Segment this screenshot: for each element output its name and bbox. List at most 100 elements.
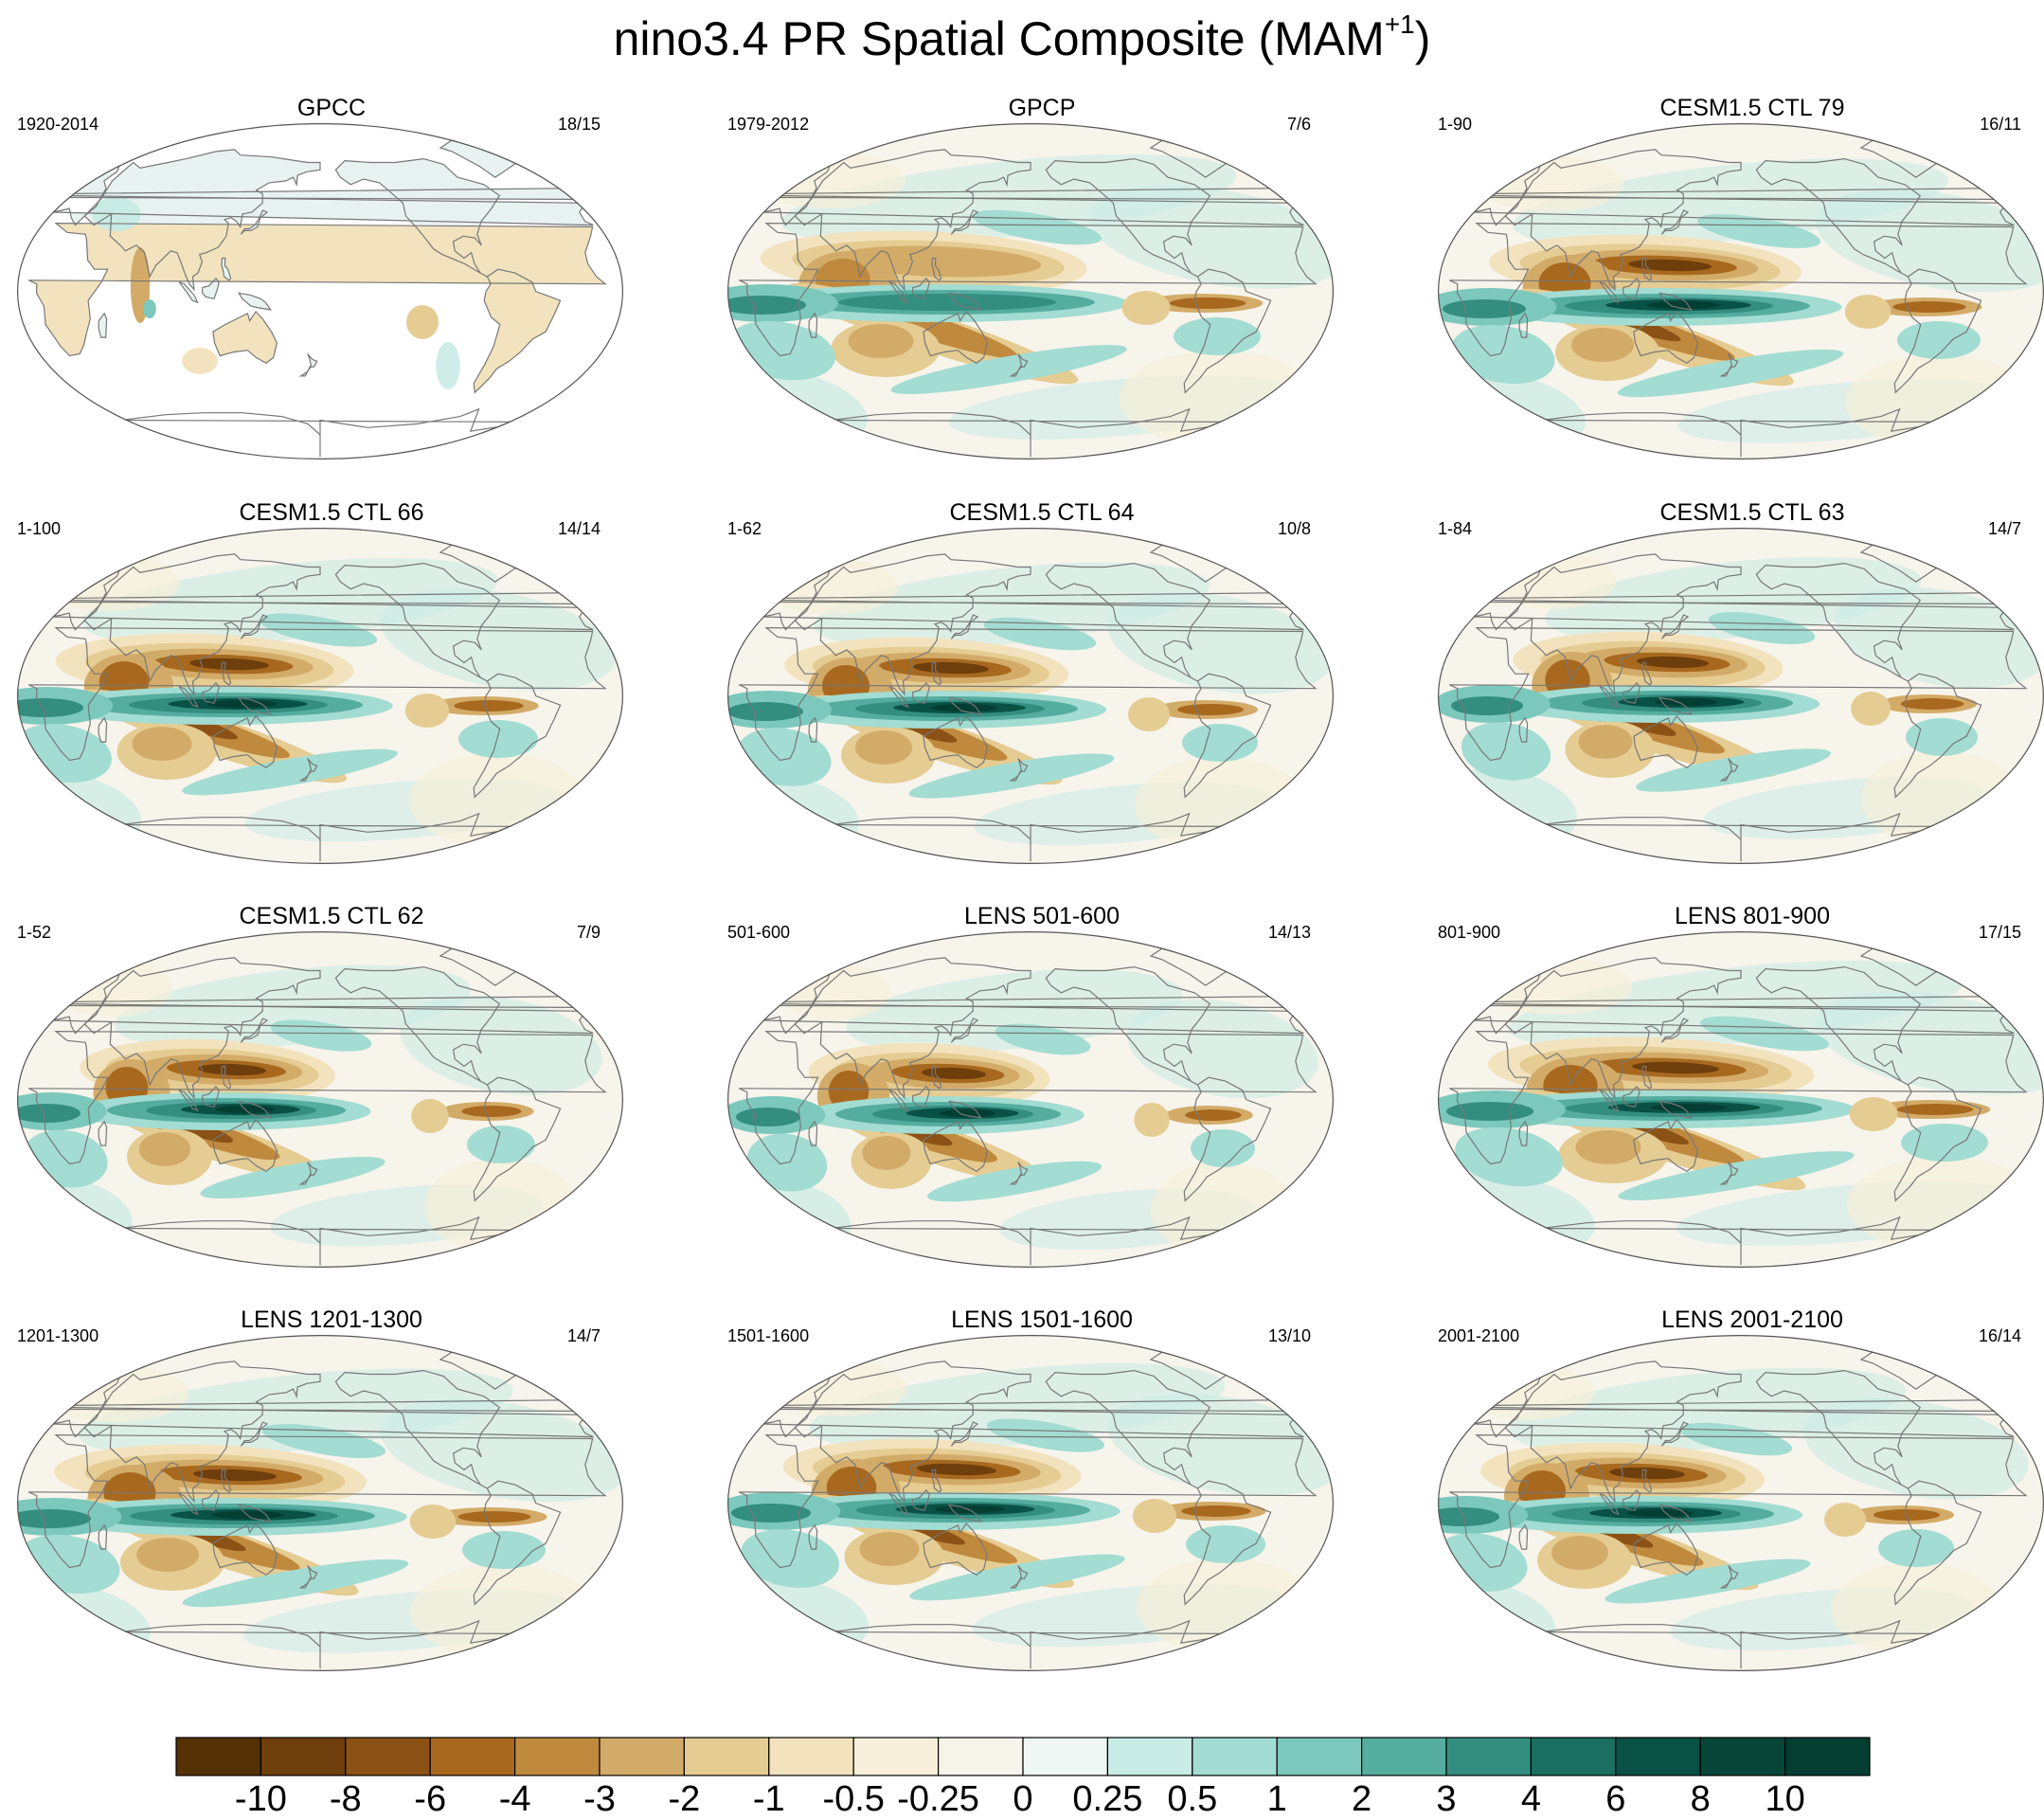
map-panel: GPCC 1920-2014 18/15 <box>9 95 691 497</box>
panel-title: LENS 801-900 <box>1674 903 1830 929</box>
panel-event-counts: 7/9 <box>576 923 601 942</box>
colorbar-swatch <box>1530 1737 1617 1776</box>
panel-period: 501-600 <box>727 923 791 942</box>
panel-title: CESM1.5 CTL 63 <box>1659 499 1845 526</box>
title-superscript: +1 <box>1384 9 1415 39</box>
map-panel: LENS 1501-1600 1501-1600 13/10 <box>720 1306 1402 1709</box>
colorbar-tick-label: -10 <box>234 1779 287 1819</box>
colorbar-tick-label: 0.5 <box>1167 1779 1218 1819</box>
panel-title: CESM1.5 CTL 62 <box>239 903 424 929</box>
panel-period: 1501-1600 <box>727 1326 810 1345</box>
colorbar-tick-label: 1 <box>1266 1779 1287 1819</box>
panel-event-counts: 10/8 <box>1277 519 1311 538</box>
composite-map <box>1438 123 2044 460</box>
colorbar-tick-label: -2 <box>668 1779 701 1819</box>
map-panel: LENS 801-900 801-900 17/15 <box>1430 903 2044 1306</box>
colorbar-swatch <box>345 1737 431 1776</box>
colorbar-swatch <box>1192 1737 1278 1776</box>
colorbar-tick-label: 10 <box>1765 1779 1805 1819</box>
panel-title: LENS 1501-1600 <box>951 1306 1133 1333</box>
panel-period: 1-62 <box>727 519 762 538</box>
colorbar-tick-label: -0.25 <box>897 1779 979 1819</box>
colorbar-tick-label: 2 <box>1352 1779 1372 1819</box>
panel-period: 1-90 <box>1438 115 1473 134</box>
composite-map <box>1438 1335 2044 1671</box>
composite-map <box>727 1335 1334 1671</box>
panel-event-counts: 7/6 <box>1286 115 1311 134</box>
panel-event-counts: 18/15 <box>557 115 601 134</box>
panel-title: GPCC <box>296 95 367 121</box>
colorbar-swatch <box>1022 1737 1109 1776</box>
colorbar-swatch <box>1699 1737 1786 1776</box>
map-panel: LENS 1201-1300 1201-1300 14/7 <box>9 1306 691 1709</box>
colorbar-tick-label: 0.25 <box>1072 1779 1143 1819</box>
colorbar-tick-label: 3 <box>1436 1779 1457 1819</box>
composite-map <box>17 123 623 460</box>
colorbar-tick-label: -3 <box>583 1779 616 1819</box>
panel-period: 2001-2100 <box>1438 1326 1520 1345</box>
colorbar-swatch <box>768 1737 854 1776</box>
panel-event-counts: 14/7 <box>1987 519 2021 538</box>
composite-map <box>727 931 1334 1268</box>
composite-map <box>727 123 1334 460</box>
composite-map <box>1438 528 2044 864</box>
colorbar <box>175 1737 1871 1776</box>
colorbar-tick-label: -0.5 <box>822 1779 885 1819</box>
panel-title: LENS 501-600 <box>963 903 1120 929</box>
panel-event-counts: 13/10 <box>1267 1326 1311 1345</box>
map-panel: GPCP 1979-2012 7/6 <box>720 95 1402 497</box>
panel-title: GPCP <box>1008 95 1076 121</box>
panel-period: 1979-2012 <box>727 115 810 134</box>
panel-title: CESM1.5 CTL 79 <box>1659 95 1845 121</box>
panel-event-counts: 14/7 <box>566 1326 601 1345</box>
colorbar-swatch <box>1360 1737 1447 1776</box>
figure-title: nino3.4 PR Spatial Composite (MAM+1) <box>613 9 1431 65</box>
composite-map <box>17 1335 623 1671</box>
panel-period: 1920-2014 <box>17 115 99 134</box>
map-panel: CESM1.5 CTL 79 1-90 16/11 <box>1430 95 2044 497</box>
panel-period: 1201-1300 <box>17 1326 99 1345</box>
map-panel: CESM1.5 CTL 63 1-84 14/7 <box>1430 499 2044 902</box>
colorbar-tick-label: 6 <box>1605 1779 1626 1819</box>
colorbar-swatch <box>937 1737 1024 1776</box>
colorbar-swatch <box>1615 1737 1701 1776</box>
map-panel: CESM1.5 CTL 62 1-52 7/9 <box>9 903 691 1306</box>
colorbar-tick-label: -8 <box>329 1779 362 1819</box>
colorbar-tick-label: -1 <box>752 1779 785 1819</box>
panel-event-counts: 16/14 <box>1978 1326 2021 1345</box>
colorbar-swatch <box>1276 1737 1363 1776</box>
panel-event-counts: 14/14 <box>557 519 601 538</box>
colorbar-swatch <box>852 1737 940 1776</box>
panel-title: CESM1.5 CTL 66 <box>239 499 424 526</box>
colorbar-swatch <box>599 1737 686 1776</box>
composite-map <box>727 528 1334 864</box>
panel-event-counts: 16/11 <box>1980 115 2021 134</box>
map-panel: CESM1.5 CTL 66 1-100 14/14 <box>9 499 691 902</box>
panel-period: 801-900 <box>1438 923 1501 942</box>
map-panel: LENS 2001-2100 2001-2100 16/14 <box>1430 1306 2044 1709</box>
composite-map <box>17 931 623 1268</box>
colorbar-tick-label: -6 <box>414 1779 447 1819</box>
panel-title: LENS 1201-1300 <box>241 1306 422 1333</box>
map-panel: LENS 501-600 501-600 14/13 <box>720 903 1402 1306</box>
composite-map <box>17 528 623 864</box>
colorbar-swatch <box>683 1737 770 1776</box>
colorbar-swatch <box>175 1737 262 1776</box>
panel-event-counts: 17/15 <box>1978 923 2021 942</box>
panel-event-counts: 14/13 <box>1267 923 1311 942</box>
colorbar-swatch <box>514 1737 601 1776</box>
composite-map <box>1438 931 2044 1268</box>
panel-title: CESM1.5 CTL 64 <box>949 499 1135 526</box>
panel-title: LENS 2001-2100 <box>1661 1306 1843 1333</box>
colorbar-swatch <box>1445 1737 1533 1776</box>
colorbar-swatch <box>1106 1737 1193 1776</box>
panel-period: 1-52 <box>17 923 52 942</box>
colorbar-tick-label: 8 <box>1690 1779 1711 1819</box>
colorbar-tick-label: 4 <box>1520 1779 1541 1819</box>
colorbar-swatch <box>1784 1737 1871 1776</box>
colorbar-tick-label: 0 <box>1013 1779 1033 1819</box>
colorbar-swatch <box>260 1737 347 1776</box>
colorbar-swatch <box>429 1737 516 1776</box>
panel-period: 1-84 <box>1438 519 1473 538</box>
map-panel: CESM1.5 CTL 64 1-62 10/8 <box>720 499 1402 902</box>
